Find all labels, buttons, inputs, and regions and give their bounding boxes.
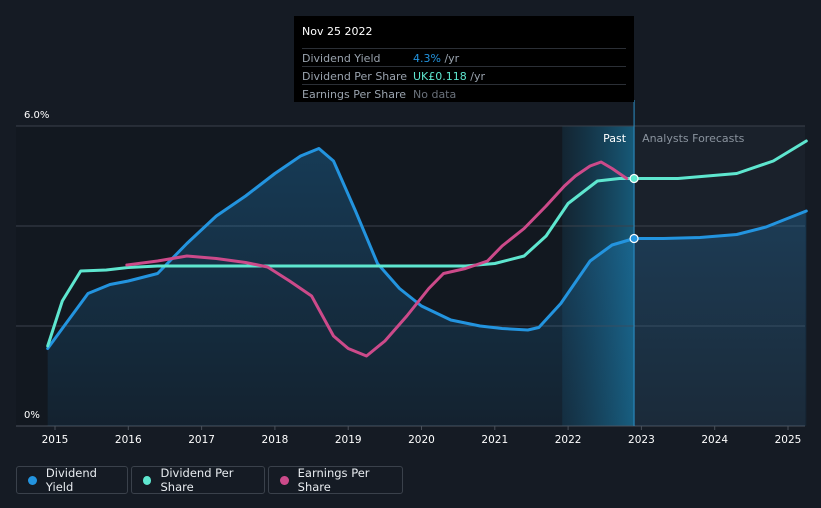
x-tick-label: 2018 <box>262 434 289 446</box>
tooltip-label: Dividend Per Share <box>302 70 408 83</box>
marker-dividend-per-share <box>629 173 639 184</box>
x-tick-label: 2019 <box>335 434 362 446</box>
x-tick-label: 2020 <box>408 434 435 446</box>
legend-earnings-per-share[interactable]: Earnings Per Share <box>268 466 403 494</box>
forecast-label: Analysts Forecasts <box>642 132 745 145</box>
tooltip-row-dividend-yield: Dividend Yield 4.3% /yr <box>302 48 626 67</box>
y-label-top: 6.0% <box>24 110 49 121</box>
tooltip-unit: /yr <box>466 70 486 83</box>
past-label: Past <box>603 132 627 145</box>
y-label-bottom: 0% <box>24 410 40 421</box>
legend-label: Earnings Per Share <box>297 466 370 494</box>
x-tick-label: 2017 <box>188 434 215 446</box>
legend-dividend-per-share[interactable]: Dividend Per Share <box>131 466 265 494</box>
tooltip-date: Nov 25 2022 <box>302 25 373 38</box>
x-tick-label: 2016 <box>115 434 142 446</box>
tooltip-row-dividend-per-share: Dividend Per Share UK£0.118 /yr <box>302 66 626 85</box>
legend-dot-icon <box>280 475 289 485</box>
dividend-yield-area <box>47 148 807 426</box>
tooltip-value-wrap: No data <box>413 88 456 101</box>
tooltip-value: 4.3% <box>413 52 441 65</box>
legend-label: Dividend Per Share <box>160 466 234 494</box>
tooltip-label: Dividend Yield <box>302 52 381 65</box>
x-tick-label: 2023 <box>628 434 655 446</box>
tooltip-value-wrap: UK£0.118 /yr <box>413 70 485 83</box>
x-tick-label: 2015 <box>42 434 69 446</box>
tooltip-unit: /yr <box>440 52 460 65</box>
tooltip-value: No data <box>413 88 457 101</box>
marker-dividend-yield <box>629 233 639 244</box>
tooltip-label: Earnings Per Share <box>302 88 407 101</box>
legend-label: Dividend Yield <box>45 466 97 494</box>
line-earnings-per-share <box>125 160 629 358</box>
tooltip: Nov 25 2022 Dividend Yield 4.3% /yr Divi… <box>294 16 634 102</box>
legend-dividend-yield[interactable]: Dividend Yield <box>16 466 128 494</box>
x-tick-label: 2025 <box>775 434 802 446</box>
tooltip-value: UK£0.118 <box>413 70 467 83</box>
tooltip-row-earnings-per-share: Earnings Per Share No data <box>302 84 626 103</box>
tooltip-value-wrap: 4.3% /yr <box>413 52 459 65</box>
legend-dot-icon <box>28 475 37 485</box>
legend-dot-icon <box>143 475 152 485</box>
x-tick-label: 2024 <box>701 434 728 446</box>
x-tick-label: 2021 <box>481 434 508 446</box>
x-tick-label: 2022 <box>555 434 582 446</box>
